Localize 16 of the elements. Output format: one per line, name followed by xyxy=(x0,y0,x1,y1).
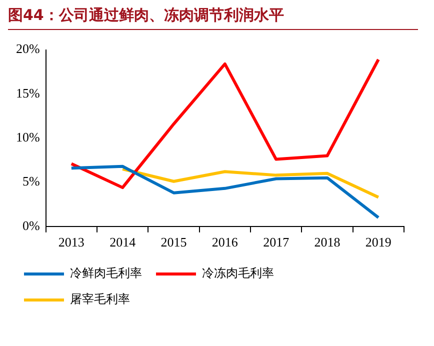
x-tick-label: 2019 xyxy=(365,234,392,250)
x-tick-label: 2017 xyxy=(263,234,290,250)
legend-label: 冷鲜肉毛利率 xyxy=(70,266,142,280)
x-tick-label: 2016 xyxy=(212,234,238,250)
y-tick-label: 10% xyxy=(16,130,40,145)
x-tick-label: 2015 xyxy=(160,234,187,250)
y-tick-label: 0% xyxy=(22,218,40,233)
x-tick-label: 2018 xyxy=(314,234,340,250)
chart-title: 图44：公司通过鲜肉、冻肉调节利润水平 xyxy=(8,6,418,30)
legend-label: 冷冻肉毛利率 xyxy=(202,266,274,280)
y-tick-label: 15% xyxy=(16,85,40,100)
x-tick-label: 2014 xyxy=(110,234,136,250)
x-tick-label: 2013 xyxy=(58,234,84,250)
legend-label: 屠宰毛利率 xyxy=(70,292,130,306)
y-tick-label: 5% xyxy=(22,174,40,189)
y-tick-label: 20% xyxy=(16,41,40,56)
